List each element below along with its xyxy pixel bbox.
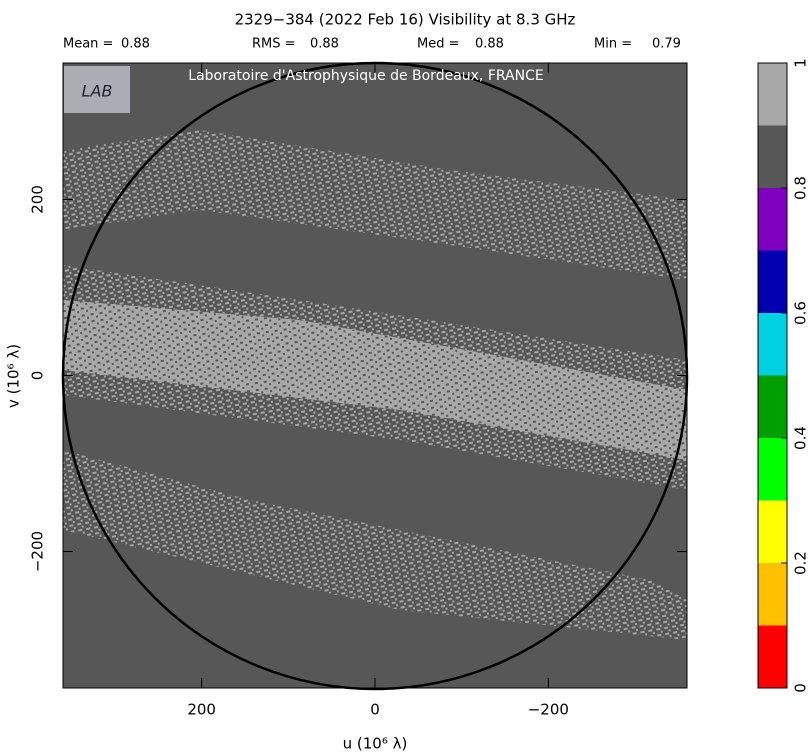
colorbar-segment xyxy=(758,125,787,188)
colorbar-segment xyxy=(758,188,787,251)
colorbar-tick-label: 0.2 xyxy=(792,551,810,575)
stat-value: 0.88 xyxy=(475,37,504,52)
colorbar-segment xyxy=(758,63,787,126)
stat-label: Mean = xyxy=(63,37,113,52)
stat-value: 0.88 xyxy=(310,37,339,52)
colorbar-segment xyxy=(758,438,787,501)
chart-title: 2329−384 (2022 Feb 16) Visibility at 8.3… xyxy=(235,11,576,29)
stat-label: RMS = xyxy=(252,37,296,52)
x-axis-label: u (10⁶ λ) xyxy=(343,735,408,753)
x-tick-label: 200 xyxy=(187,701,216,719)
stat-value: 0.79 xyxy=(652,37,681,52)
colorbar-tick-label: 0.6 xyxy=(792,301,810,325)
stat-label: Min = xyxy=(594,37,632,52)
colorbar-segment xyxy=(758,500,787,563)
y-axis-label: v (10⁶ λ) xyxy=(5,344,23,408)
y-tick-label: −200 xyxy=(29,531,47,572)
colorbar-segment xyxy=(758,563,787,626)
stat-value: 0.88 xyxy=(121,37,150,52)
stat-label: Med = xyxy=(417,37,460,52)
colorbar-segment xyxy=(758,313,787,376)
colorbar-tick-label: 0.8 xyxy=(792,176,810,200)
colorbar-segment xyxy=(758,625,787,688)
colorbar-frame xyxy=(757,62,788,689)
colorbar-tick-label: 0.4 xyxy=(792,426,810,450)
y-tick-label: 0 xyxy=(29,371,47,381)
logo-text: LAB xyxy=(82,82,113,101)
colorbar-segment xyxy=(758,375,787,438)
visibility-pattern xyxy=(63,130,687,640)
colorbar-segment xyxy=(758,250,787,313)
colorbar-tick-label: 1 xyxy=(792,58,810,68)
logo xyxy=(64,66,130,113)
y-tick-label: 200 xyxy=(29,185,47,214)
x-tick-label: 0 xyxy=(370,701,380,719)
colorbar-tick-label: 0 xyxy=(792,683,810,693)
watermark: Laboratoire d'Astrophysique de Bordeaux,… xyxy=(188,68,543,84)
x-tick-label: −200 xyxy=(528,701,569,719)
